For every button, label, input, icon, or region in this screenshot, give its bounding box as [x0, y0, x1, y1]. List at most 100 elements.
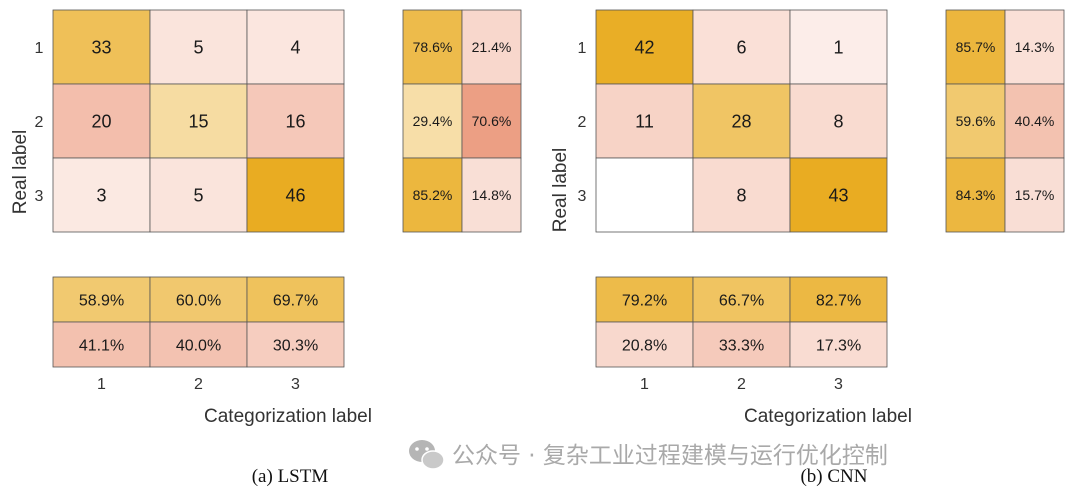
watermark: 公众号 · 复杂工业过程建模与运行优化控制 — [409, 440, 888, 470]
cnn-y-ticks: 1 2 3 — [578, 40, 587, 205]
matrix-cell-label: 6 — [736, 37, 746, 57]
lstm-row-summary: 78.6% 21.4% 29.4% 70.6% 85.2% 14.8% — [402, 9, 522, 233]
matrix-cell — [52, 83, 151, 159]
matrix-cell — [692, 157, 791, 233]
x-tick-label: 2 — [737, 376, 746, 393]
column-percent-cell — [692, 276, 791, 323]
matrix-cell-label: 4 — [290, 37, 300, 57]
matrix-cell-label: 5 — [193, 185, 203, 205]
matrix-cell-label: 43 — [828, 185, 848, 205]
column-percent-cell — [595, 321, 694, 368]
row-percent-cell-label: 70.6% — [472, 113, 512, 129]
y-tick-label: 1 — [578, 40, 587, 57]
y-tick-label: 2 — [35, 114, 44, 131]
matrix-cell — [789, 9, 888, 85]
matrix-cell-label: 1 — [833, 37, 843, 57]
column-percent-cell — [789, 276, 888, 323]
lstm-y-ticks: 1 2 3 — [35, 40, 44, 205]
matrix-cell — [149, 9, 248, 85]
cnn-x-axis-label: Categorization label — [744, 406, 912, 427]
matrix-cell — [595, 157, 694, 233]
lstm-x-axis-label: Categorization label — [204, 406, 372, 427]
y-tick-label: 3 — [578, 188, 587, 205]
y-tick-label: 2 — [578, 114, 587, 131]
lstm-y-axis-label: Real label — [10, 130, 31, 215]
x-tick-label: 3 — [834, 376, 843, 393]
lstm-caption: (a) LSTM — [252, 466, 329, 487]
lstm-confusion-matrix: 33 5 4 20 15 16 3 5 46 — [52, 9, 345, 233]
column-percent-cell — [789, 321, 888, 368]
row-percent-cell — [945, 157, 1006, 233]
lstm-x-ticks: 1 2 3 — [97, 376, 300, 393]
matrix-cell — [149, 83, 248, 159]
row-percent-cell-label: 14.8% — [472, 187, 512, 203]
matrix-cell-label: 20 — [91, 111, 111, 131]
row-percent-cell — [1004, 9, 1065, 85]
cnn-panel: 42 6 111 28 88 43 85.7% 14.3%59.6% 40.4%84.3% 15… — [550, 9, 1065, 487]
column-percent-cell-label: 40.0% — [176, 337, 221, 354]
matrix-cell — [789, 83, 888, 159]
matrix-cell-label: 15 — [188, 111, 208, 131]
x-tick-label: 3 — [291, 376, 300, 393]
column-percent-cell-label: 30.3% — [273, 337, 318, 354]
matrix-cell-label: 28 — [731, 111, 751, 131]
lstm-panel: 33 5 420 15 163 5 46 78.6% 21.4%29.4% 70.6%85.2%… — [10, 9, 522, 487]
column-percent-cell-label: 17.3% — [816, 337, 861, 354]
row-percent-cell-label: 85.7% — [956, 39, 996, 55]
matrix-cell-label: 8 — [833, 111, 843, 131]
x-tick-label: 1 — [97, 376, 106, 393]
row-percent-cell-label: 15.7% — [1015, 187, 1055, 203]
matrix-cell — [789, 157, 888, 233]
column-percent-cell-label: 66.7% — [719, 292, 764, 309]
cnn-row-summary: 85.7% 14.3% 59.6% 40.4% 84.3% 15.7% — [945, 9, 1065, 233]
column-percent-cell-label: 82.7% — [816, 292, 861, 309]
matrix-cell — [692, 9, 791, 85]
cnn-x-ticks: 1 2 3 — [640, 376, 843, 393]
row-percent-cell-label: 40.4% — [1015, 113, 1055, 129]
row-percent-cell-label: 29.4% — [413, 113, 453, 129]
cnn-caption: (b) CNN — [800, 466, 867, 487]
matrix-cell-label: 46 — [285, 185, 305, 205]
row-percent-cell-label: 78.6% — [413, 39, 453, 55]
matrix-cell — [52, 157, 151, 233]
column-percent-cell-label: 60.0% — [176, 292, 221, 309]
row-percent-cell-label: 21.4% — [472, 39, 512, 55]
cnn-confusion-matrix: 42 6 111 28 88 43 — [595, 9, 888, 233]
x-tick-label: 1 — [640, 376, 649, 393]
wechat-icon — [409, 440, 445, 470]
column-percent-cell-label: 58.9% — [79, 292, 124, 309]
lstm-column-summary: 58.9% 60.0% 69.7% 41.1% 40.0% 30.3% — [52, 276, 345, 368]
row-percent-cell — [402, 157, 463, 233]
matrix-cell — [246, 9, 345, 85]
column-percent-cell — [149, 321, 248, 368]
column-percent-cell — [52, 321, 151, 368]
matrix-cell — [52, 9, 151, 85]
x-tick-label: 2 — [194, 376, 203, 393]
matrix-cell-label: 5 — [193, 37, 203, 57]
watermark-text: 公众号 · 复杂工业过程建模与运行优化控制 — [452, 443, 888, 469]
matrix-cell — [595, 83, 694, 159]
matrix-cell-label: 11 — [635, 111, 654, 131]
cnn-column-summary: 79.2% 66.7% 82.7% 20.8% 33.3% 17.3% — [595, 276, 888, 368]
column-percent-cell-label: 33.3% — [719, 337, 764, 354]
column-percent-cell-label: 20.8% — [622, 337, 667, 354]
row-percent-cell — [461, 9, 522, 85]
column-percent-cell — [692, 321, 791, 368]
row-percent-cell-label: 59.6% — [956, 113, 996, 129]
row-percent-cell-label: 85.2% — [413, 187, 453, 203]
matrix-cell — [595, 9, 694, 85]
column-percent-cell — [149, 276, 248, 323]
row-percent-cell — [402, 9, 463, 85]
matrix-cell-label: 33 — [91, 37, 111, 57]
row-percent-cell-label: 84.3% — [956, 187, 996, 203]
matrix-cell — [246, 83, 345, 159]
column-percent-cell — [246, 321, 345, 368]
matrix-cell — [149, 157, 248, 233]
column-percent-cell — [595, 276, 694, 323]
row-percent-cell — [461, 83, 522, 159]
matrix-cell — [246, 157, 345, 233]
column-percent-cell-label: 41.1% — [79, 337, 124, 354]
matrix-cell-label: 42 — [634, 37, 654, 57]
row-percent-cell — [461, 157, 522, 233]
column-percent-cell — [246, 276, 345, 323]
